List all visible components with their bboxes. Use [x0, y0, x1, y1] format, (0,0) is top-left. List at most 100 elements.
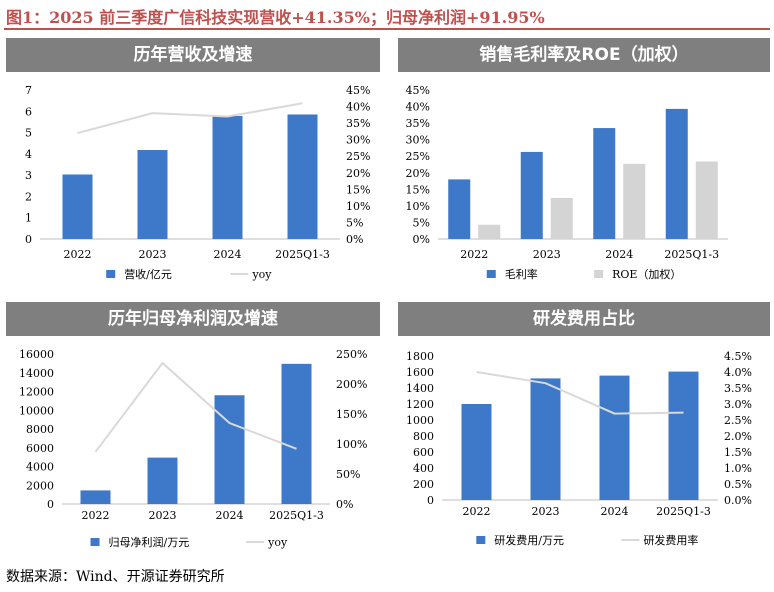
source-note: 数据来源：Wind、开源证券研究所: [6, 569, 225, 585]
legend-label: 营收/亿元: [124, 267, 172, 281]
legend-swatch: [476, 536, 486, 544]
y2-tick-label: 20%: [346, 167, 370, 180]
y-tick-label: 15%: [406, 183, 430, 196]
y-tick-label: 20%: [406, 167, 430, 180]
x-tick-label: 2022: [460, 248, 488, 261]
y-tick-label: 8000: [26, 423, 54, 436]
y2-tick-label: 2.5%: [724, 414, 752, 427]
legend-label: yoy: [251, 268, 272, 281]
y-tick-label: 45%: [406, 84, 430, 97]
y-tick-label: 14000: [19, 367, 54, 380]
y2-tick-label: 0.0%: [724, 494, 752, 507]
y-tick-label: 4: [25, 148, 32, 161]
y-tick-label: 1600: [406, 366, 434, 379]
y-tick-label: 3: [25, 169, 32, 182]
y-tick-label: 400: [413, 462, 434, 475]
y-tick-label: 16000: [19, 348, 54, 361]
bar-secondary: [478, 224, 501, 239]
bar: [599, 375, 630, 500]
series-line: [476, 371, 684, 415]
y2-tick-label: 5%: [346, 216, 363, 229]
y2-tick-label: 40%: [346, 101, 370, 114]
y-tick-label: 4000: [26, 461, 54, 474]
x-tick-label: 2025Q1-3: [275, 248, 330, 261]
y2-tick-label: 0%: [336, 498, 353, 511]
revenue-chart: 0 1 2 3 4 5 6 7 0% 5% 10% 15% 20% 25% 30% 35% 40% 45% 2022…: [25, 84, 370, 281]
y2-tick-label: 3.5%: [724, 382, 752, 395]
legend-swatch: [486, 270, 496, 278]
bar: [461, 404, 492, 500]
y-tick-label: 35%: [406, 117, 430, 130]
panel-title: 销售毛利率及ROE（加权）: [398, 38, 770, 72]
figure-title: 图1：2025 前三季度广信科技实现营收+41.35%；归母净利润+91.95%: [6, 8, 545, 27]
bar: [593, 128, 616, 239]
legend-label: 归母净利润/万元: [109, 535, 190, 549]
x-tick-label: 2022: [82, 509, 110, 522]
bar: [212, 115, 243, 239]
y-tick-label: 1200: [406, 398, 434, 411]
legend-label: 研发费用率: [643, 533, 698, 547]
title-rule: [4, 28, 770, 30]
bar: [147, 457, 178, 504]
bar: [287, 114, 318, 239]
y2-tick-label: 4.5%: [724, 350, 752, 363]
bar-secondary: [623, 163, 646, 239]
legend-label: yoy: [267, 536, 288, 549]
y2-tick-label: 1.0%: [724, 462, 752, 475]
bar: [448, 179, 471, 239]
y-tick-label: 1800: [406, 350, 434, 363]
panel-rd: 研发费用占比 0 200 400 600 800 1000 1200 1400 1600 1800…: [398, 302, 770, 560]
y-tick-label: 40%: [406, 101, 430, 114]
y2-tick-label: 1.5%: [724, 446, 752, 459]
y2-tick-label: 2.0%: [724, 430, 752, 443]
y2-tick-label: 100%: [336, 438, 367, 451]
margin-roe-chart: 0% 5% 10% 15% 20% 25% 30% 35% 40% 45% 2022 2023 2024…: [406, 84, 728, 281]
y-tick-label: 1: [25, 212, 32, 225]
y2-tick-label: 150%: [336, 408, 367, 421]
y-tick-label: 0: [47, 498, 54, 511]
y2-tick-label: 35%: [346, 117, 370, 130]
y-tick-label: 2000: [26, 479, 54, 492]
x-tick-label: 2023: [139, 248, 167, 261]
x-tick-label: 2024: [216, 509, 244, 522]
y2-tick-label: 50%: [336, 468, 360, 481]
y2-tick-label: 3.0%: [724, 398, 752, 411]
x-tick-label: 2022: [463, 505, 491, 518]
panel-net-profit: 历年归母净利润及增速 0 2000 4000 6000 8000 10000 12000 14…: [6, 302, 380, 560]
y-tick-label: 0%: [413, 233, 430, 246]
panel-margin-roe: 销售毛利率及ROE（加权） 0% 5% 10% 15% 20% 25% 30% 35% 40% 4…: [398, 38, 770, 293]
y-tick-label: 0: [25, 233, 32, 246]
y-tick-label: 10%: [406, 200, 430, 213]
bar: [520, 151, 543, 239]
y2-tick-label: 250%: [336, 348, 367, 361]
y2-tick-label: 0%: [346, 233, 363, 246]
y-tick-label: 25%: [406, 150, 430, 163]
bar: [80, 490, 111, 504]
legend-label: 研发费用/万元: [494, 533, 564, 547]
y2-tick-label: 200%: [336, 378, 367, 391]
y-tick-label: 6000: [26, 442, 54, 455]
y-tick-label: 800: [413, 430, 434, 443]
bar: [281, 363, 312, 504]
bar: [665, 108, 688, 239]
y-tick-label: 30%: [406, 134, 430, 147]
y2-tick-label: 15%: [346, 183, 370, 196]
y-tick-label: 12000: [19, 386, 54, 399]
x-tick-label: 2024: [605, 248, 633, 261]
y2-tick-label: 10%: [346, 200, 370, 213]
bar: [530, 378, 561, 500]
y-tick-label: 0: [427, 494, 434, 507]
y2-tick-label: 45%: [346, 84, 370, 97]
y-tick-label: 2: [25, 190, 32, 203]
x-tick-label: 2025Q1-3: [664, 248, 719, 261]
y-tick-label: 6: [25, 105, 32, 118]
y-tick-label: 200: [413, 478, 434, 491]
bar: [214, 395, 245, 504]
bar-secondary: [550, 197, 573, 239]
x-tick-label: 2022: [64, 248, 92, 261]
x-tick-label: 2023: [149, 509, 177, 522]
bar: [668, 371, 699, 500]
y-tick-label: 5: [25, 127, 32, 140]
legend-swatch: [594, 270, 604, 278]
y-tick-label: 600: [413, 446, 434, 459]
